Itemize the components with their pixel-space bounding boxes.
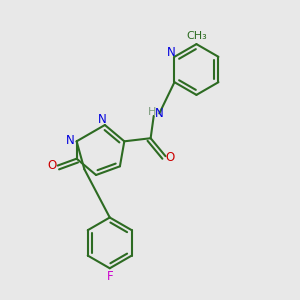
Text: H: H <box>148 107 156 117</box>
Text: CH₃: CH₃ <box>186 31 207 41</box>
Text: N: N <box>155 107 164 120</box>
Text: N: N <box>65 134 74 147</box>
Text: N: N <box>98 113 107 126</box>
Text: O: O <box>47 159 57 172</box>
Text: N: N <box>167 46 176 59</box>
Text: O: O <box>166 151 175 164</box>
Text: F: F <box>106 269 113 283</box>
